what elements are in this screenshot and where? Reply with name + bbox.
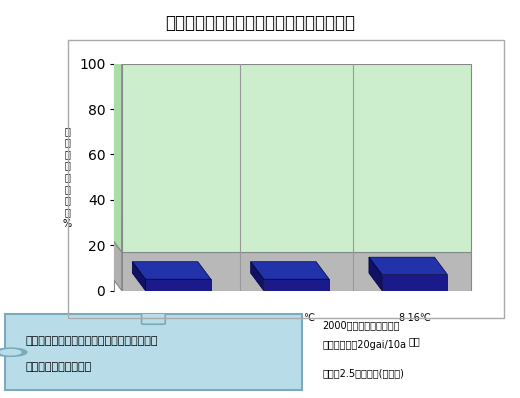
Polygon shape	[132, 262, 211, 279]
Circle shape	[0, 348, 27, 356]
Bar	[264, 279, 329, 291]
Text: 『除草効果に及ぼす温度（気温）の影鯿』: 『除草効果に及ぼす温度（気温）の影鯿』	[165, 14, 355, 32]
Text: 残
草
量
対
無
処
理
比
%: 残 草 量 対 無 処 理 比 %	[62, 126, 72, 228]
Text: 24-32℃: 24-32℃	[159, 313, 198, 323]
Text: 中温: 中温	[291, 336, 302, 346]
Bar	[382, 275, 448, 291]
Bar	[122, 252, 471, 291]
Polygon shape	[132, 262, 146, 291]
Polygon shape	[98, 32, 122, 252]
Text: ピラクロニル20gai/10a: ピラクロニル20gai/10a	[322, 340, 407, 350]
Polygon shape	[369, 257, 447, 275]
Circle shape	[0, 349, 21, 355]
Bar	[122, 64, 471, 252]
Polygon shape	[98, 220, 471, 252]
Text: ノビエ2.5葉期処理(ポット): ノビエ2.5葉期処理(ポット)	[322, 368, 404, 378]
Text: 十分な効果を示した。: 十分な効果を示した。	[26, 362, 92, 373]
FancyBboxPatch shape	[141, 308, 165, 324]
Polygon shape	[369, 257, 382, 291]
Polygon shape	[251, 262, 264, 291]
Text: 8-16℃: 8-16℃	[398, 313, 431, 323]
Text: 2000年八洲化学社内試験: 2000年八洲化学社内試験	[322, 320, 400, 330]
Polygon shape	[98, 32, 471, 64]
Text: 高温: 高温	[172, 336, 184, 346]
Text: 低温: 低温	[409, 336, 421, 346]
Polygon shape	[251, 262, 329, 279]
Bar	[146, 279, 211, 291]
Text: 気温による効果変動が少なく、低温条件でも: 気温による効果変動が少なく、低温条件でも	[26, 336, 159, 346]
Polygon shape	[98, 220, 122, 291]
Text: 16-24℃: 16-24℃	[277, 313, 316, 323]
